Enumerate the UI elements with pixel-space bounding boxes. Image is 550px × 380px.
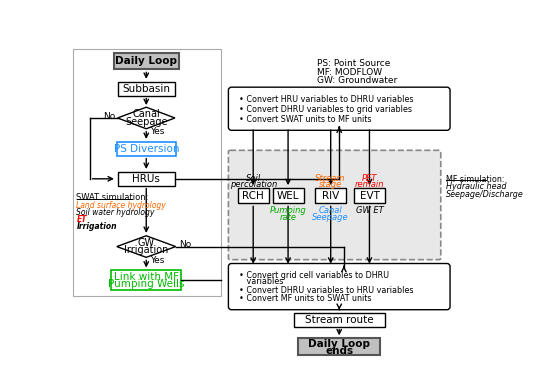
Text: Canal: Canal xyxy=(319,206,343,215)
Text: • Convert MF units to SWAT units: • Convert MF units to SWAT units xyxy=(239,294,372,303)
Bar xyxy=(294,313,385,327)
Bar xyxy=(238,188,269,203)
Text: Soil water hydrology: Soil water hydrology xyxy=(76,208,155,217)
Text: variables: variables xyxy=(239,277,284,287)
Text: Yes: Yes xyxy=(150,256,164,265)
Text: • Convert DHRU variables to grid variables: • Convert DHRU variables to grid variabl… xyxy=(239,105,412,114)
Text: Daily Loop: Daily Loop xyxy=(116,56,177,66)
Text: remain: remain xyxy=(355,180,384,190)
Text: WEL: WEL xyxy=(277,191,299,201)
Text: Canal: Canal xyxy=(133,109,160,119)
Bar xyxy=(298,338,380,355)
Text: GW: GW xyxy=(138,238,155,248)
Text: No: No xyxy=(179,240,191,249)
Bar xyxy=(315,188,346,203)
Text: GW ET: GW ET xyxy=(355,206,383,215)
Bar xyxy=(354,188,385,203)
Bar xyxy=(273,188,304,203)
Text: Stream route: Stream route xyxy=(305,315,373,325)
Bar xyxy=(118,82,175,96)
Text: Seepage: Seepage xyxy=(312,213,349,222)
Text: • Convert HRU variables to DHRU variables: • Convert HRU variables to DHRU variable… xyxy=(239,95,414,104)
Text: Stream: Stream xyxy=(316,174,346,182)
Text: Pumping Wells: Pumping Wells xyxy=(108,279,184,289)
Bar xyxy=(118,172,175,186)
Text: • Convert SWAT units to MF units: • Convert SWAT units to MF units xyxy=(239,115,372,124)
Text: SWAT simulation:: SWAT simulation: xyxy=(76,193,149,203)
Text: • Convert grid cell variables to DHRU: • Convert grid cell variables to DHRU xyxy=(239,271,389,280)
Text: ends: ends xyxy=(325,346,353,356)
Bar xyxy=(73,49,222,296)
Polygon shape xyxy=(117,236,175,257)
Text: RIV: RIV xyxy=(322,191,339,201)
Bar xyxy=(114,53,179,70)
Text: MF: MODFLOW: MF: MODFLOW xyxy=(317,68,382,77)
Text: Seepage: Seepage xyxy=(125,117,168,127)
Text: Seepage/Discharge: Seepage/Discharge xyxy=(446,190,524,199)
Text: ET: ET xyxy=(76,215,87,224)
Text: Irrigation: Irrigation xyxy=(76,222,117,231)
Polygon shape xyxy=(118,107,175,129)
FancyBboxPatch shape xyxy=(228,263,450,310)
Text: Daily Loop: Daily Loop xyxy=(308,339,370,349)
Text: GW: Groundwater: GW: Groundwater xyxy=(317,76,397,86)
Text: Link with MF: Link with MF xyxy=(114,272,179,282)
Text: percolation: percolation xyxy=(229,180,277,190)
Text: Subbasin: Subbasin xyxy=(122,84,170,94)
FancyBboxPatch shape xyxy=(228,87,450,130)
Text: PET: PET xyxy=(362,174,377,182)
Text: MF simulation:: MF simulation: xyxy=(446,175,505,184)
Bar xyxy=(117,142,175,156)
Text: Yes: Yes xyxy=(150,127,164,136)
FancyBboxPatch shape xyxy=(228,150,441,260)
Text: Soil: Soil xyxy=(245,174,261,182)
Text: HRUs: HRUs xyxy=(133,174,160,184)
Bar xyxy=(111,271,181,290)
Text: • Convert DHRU variables to HRU variables: • Convert DHRU variables to HRU variable… xyxy=(239,286,414,295)
Text: PS: Point Source: PS: Point Source xyxy=(317,59,390,68)
Text: Hydraulic head: Hydraulic head xyxy=(446,182,507,191)
Text: No: No xyxy=(103,112,115,121)
Text: stage: stage xyxy=(319,180,342,190)
Text: PS Diversion: PS Diversion xyxy=(113,144,179,154)
Text: rate: rate xyxy=(279,213,296,222)
Text: Irrigation: Irrigation xyxy=(124,245,168,255)
Text: Pumping: Pumping xyxy=(270,206,306,215)
Text: EVT: EVT xyxy=(360,191,379,201)
Text: RCH: RCH xyxy=(243,191,264,201)
Text: Land surface hydrology: Land surface hydrology xyxy=(76,201,166,210)
